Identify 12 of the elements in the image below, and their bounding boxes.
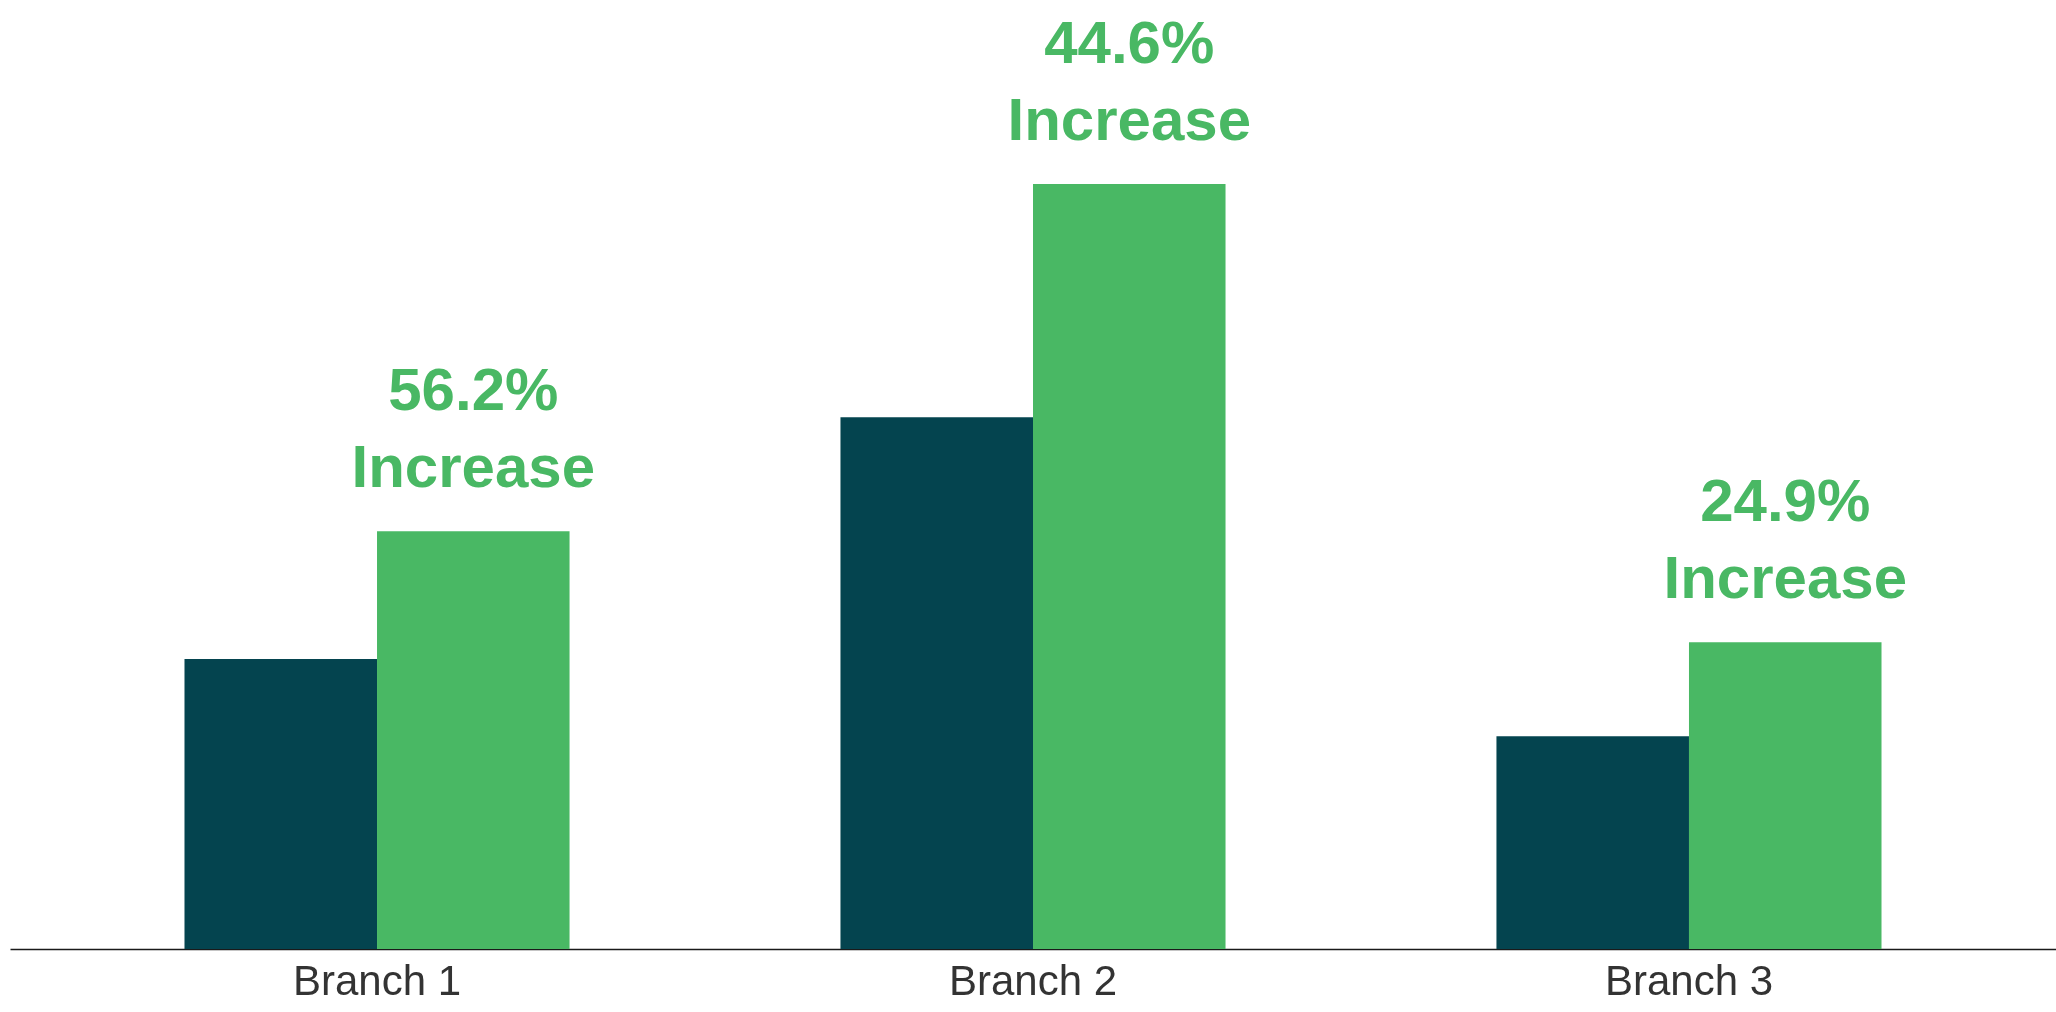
bar [377,531,570,949]
annotation: 24.9% Increase [1663,467,1907,612]
x-tick-label: Branch 3 [1604,956,1774,1004]
bar [1496,736,1689,949]
bar [1033,184,1226,949]
x-tick-label: Branch 1 [292,956,462,1004]
bar [1688,642,1882,949]
x-tick-label: Branch 2 [948,956,1118,1004]
bar [184,659,378,949]
bar [840,417,1033,949]
annotation: 44.6% Increase [1007,9,1252,153]
annotation: 56.2% Increase [351,356,596,501]
